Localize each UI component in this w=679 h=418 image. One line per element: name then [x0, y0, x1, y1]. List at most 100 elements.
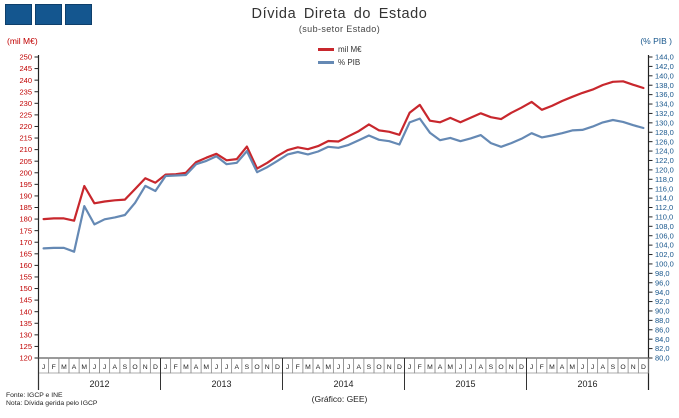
- tick-label: J: [103, 364, 106, 371]
- tick-label: 200: [19, 168, 32, 177]
- tick-label: 170: [19, 238, 32, 247]
- tick-label: S: [611, 364, 616, 371]
- tick-label: 240: [19, 76, 32, 85]
- tick-label: J: [459, 364, 462, 371]
- tick-label: 2012: [89, 379, 109, 389]
- tick-label: A: [112, 364, 117, 371]
- tick-label: A: [438, 364, 443, 371]
- tick-label: 94,0: [655, 288, 670, 297]
- tick-label: 205: [19, 157, 32, 166]
- tick-label: 165: [19, 249, 32, 258]
- tick-label: M: [183, 364, 189, 371]
- tick-label: 124,0: [655, 147, 674, 156]
- tick-label: A: [356, 364, 361, 371]
- series-line-pib: [42, 117, 645, 253]
- tick-label: A: [600, 364, 605, 371]
- tick-label: 86,0: [655, 325, 670, 334]
- gee-logo: [5, 4, 92, 25]
- tick-label: N: [631, 364, 636, 371]
- tick-label: 135: [19, 319, 32, 328]
- tick-label: J: [215, 364, 218, 371]
- series-line-mil-me: [42, 80, 645, 222]
- tick-label: M: [427, 364, 433, 371]
- credit-note: (Gráfico: GEE): [311, 394, 368, 404]
- tick-label: 110,0: [655, 213, 673, 222]
- tick-label: J: [225, 364, 228, 371]
- chart-legend: mil M€ % PIB: [318, 43, 362, 69]
- tick-label: 102,0: [655, 250, 674, 259]
- logo-square: [5, 4, 32, 25]
- tick-label: A: [560, 364, 565, 371]
- tick-label: N: [509, 364, 514, 371]
- tick-label: 125: [19, 342, 32, 351]
- tick-label: 92,0: [655, 297, 670, 306]
- tick-label: 150: [19, 284, 32, 293]
- tick-label: D: [641, 364, 646, 371]
- tick-label: J: [591, 364, 594, 371]
- tick-label: J: [337, 364, 340, 371]
- tick-label: 130: [19, 330, 32, 339]
- tick-label: D: [397, 364, 402, 371]
- tick-label: M: [549, 364, 555, 371]
- tick-label: 225: [19, 110, 32, 119]
- tick-label: 185: [19, 203, 32, 212]
- tick-label: 126,0: [655, 137, 674, 146]
- tick-label: N: [387, 364, 392, 371]
- tick-label: M: [325, 364, 331, 371]
- tick-label: F: [52, 364, 56, 371]
- tick-label: 195: [19, 180, 32, 189]
- logo-square: [65, 4, 92, 25]
- tick-label: S: [367, 364, 372, 371]
- logo-square: [35, 4, 62, 25]
- tick-label: J: [42, 364, 45, 371]
- tick-label: A: [478, 364, 483, 371]
- tick-label: M: [81, 364, 87, 371]
- tick-label: 88,0: [655, 316, 670, 325]
- tick-label: 130,0: [655, 118, 674, 127]
- tick-label: O: [620, 364, 625, 371]
- tick-label: 245: [19, 64, 32, 73]
- tick-label: F: [296, 364, 300, 371]
- legend-label: mil M€: [338, 45, 362, 54]
- tick-label: N: [143, 364, 148, 371]
- left-axis-caption: (mil M€): [7, 36, 38, 46]
- tick-label: D: [153, 364, 158, 371]
- tick-label: 90,0: [655, 307, 670, 316]
- tick-label: J: [408, 364, 411, 371]
- tick-label: 80,0: [655, 354, 670, 363]
- tick-label: 145: [19, 296, 32, 305]
- tick-label: M: [569, 364, 575, 371]
- tick-label: 210: [19, 145, 32, 154]
- tick-label: 132,0: [655, 109, 674, 118]
- tick-label: F: [540, 364, 544, 371]
- tick-label: O: [376, 364, 381, 371]
- tick-label: 250: [19, 53, 32, 62]
- right-axis-caption: (% PIB ): [640, 36, 672, 46]
- tick-label: J: [347, 364, 350, 371]
- tick-label: M: [61, 364, 67, 371]
- tick-label: 190: [19, 192, 32, 201]
- tick-label: 108,0: [655, 222, 674, 231]
- legend-line-blue-icon: [318, 61, 334, 64]
- legend-line-red-icon: [318, 48, 334, 51]
- tick-label: A: [194, 364, 199, 371]
- tick-label: 2014: [333, 379, 353, 389]
- tick-label: 140: [19, 307, 32, 316]
- tick-label: J: [469, 364, 472, 371]
- source-note: Fonte: IGCP e INE Nota: Dívida gerida pe…: [6, 392, 97, 407]
- tick-label: O: [498, 364, 503, 371]
- tick-label: 116,0: [655, 184, 673, 193]
- tick-label: 140,0: [655, 71, 674, 80]
- tick-label: 104,0: [655, 241, 674, 250]
- tick-label: 106,0: [655, 231, 674, 240]
- tick-label: S: [489, 364, 494, 371]
- tick-label: 2013: [211, 379, 231, 389]
- tick-label: M: [447, 364, 453, 371]
- tick-label: 114,0: [655, 194, 673, 203]
- tick-label: D: [519, 364, 524, 371]
- tick-label: 142,0: [655, 62, 674, 71]
- tick-label: 175: [19, 226, 32, 235]
- source-line: Fonte: IGCP e INE: [6, 392, 63, 399]
- tick-label: M: [203, 364, 209, 371]
